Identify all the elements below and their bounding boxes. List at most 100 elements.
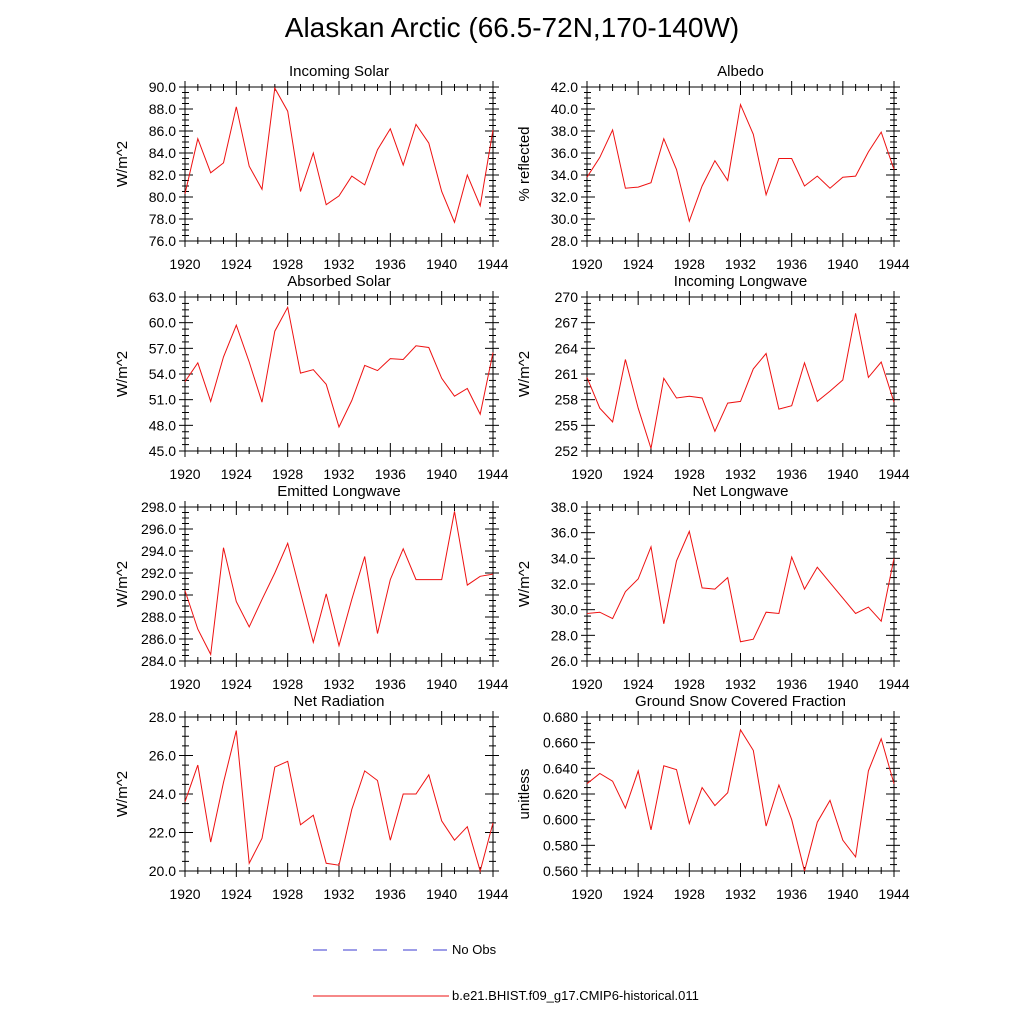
- y-tick-label: 258: [555, 392, 579, 408]
- y-tick-label: 267: [555, 315, 579, 331]
- y-tick-label: 42.0: [551, 79, 578, 95]
- y-tick-label: 288.0: [141, 609, 176, 625]
- x-tick-label: 1924: [623, 676, 654, 692]
- panel-8: 0.560 0.580 0.600 0.620 0.640 0.660 0.680 1920 1…: [516, 693, 910, 902]
- x-tick-label: 1936: [375, 256, 406, 272]
- x-tick-label: 1932: [725, 256, 756, 272]
- x-tick-label: 1928: [272, 256, 303, 272]
- y-tick-label: 24.0: [149, 786, 176, 802]
- x-tick-label: 1936: [375, 676, 406, 692]
- x-tick-label: 1932: [725, 676, 756, 692]
- legend-label-no-obs: No Obs: [452, 942, 497, 957]
- x-tick-label: 1928: [272, 886, 303, 902]
- panel-7: 20.0 22.0 24.0 26.0 28.0 1920 1924 1928 1932 1936…: [114, 693, 509, 902]
- y-tick-label: 30.0: [551, 602, 578, 618]
- y-tick-label: 63.0: [149, 289, 176, 305]
- plot-frame: [184, 86, 494, 242]
- panel-6: 26.0 28.0 30.0 32.0 34.0 36.0 38.0 1920 1924 1928…: [516, 483, 910, 692]
- y-tick-label: 20.0: [149, 863, 176, 879]
- x-tick-label: 1920: [571, 256, 602, 272]
- y-tick-label: 26.0: [149, 748, 176, 764]
- y-tick-label: 80.0: [149, 189, 176, 205]
- x-tick-label: 1920: [169, 256, 200, 272]
- panel-4: 252 255 258 261 264 267 270 1920 1924 1928 1932 193…: [516, 273, 910, 482]
- y-tick-label: 36.0: [551, 525, 578, 541]
- x-tick-label: 1924: [623, 886, 654, 902]
- x-tick-label: 1928: [272, 466, 303, 482]
- panel-title: Emitted Longwave: [277, 483, 400, 500]
- panel-3: 45.0 48.0 51.0 54.0 57.0 60.0 63.0 1920 1924 1928…: [114, 273, 509, 482]
- y-tick-label: 0.600: [543, 812, 578, 828]
- x-tick-label: 1936: [375, 466, 406, 482]
- x-tick-label: 1924: [221, 466, 252, 482]
- x-tick-label: 1920: [571, 676, 602, 692]
- x-tick-label: 1924: [623, 256, 654, 272]
- y-tick-label: 90.0: [149, 79, 176, 95]
- series-line: [184, 86, 494, 224]
- y-tick-label: 0.560: [543, 863, 578, 879]
- y-tick-label: 45.0: [149, 443, 176, 459]
- y-tick-label: 88.0: [149, 101, 176, 117]
- y-tick-label: 28.0: [149, 709, 176, 725]
- y-tick-label: 292.0: [141, 565, 176, 581]
- y-axis-label: W/m^2: [516, 351, 533, 397]
- plot-frame: [586, 716, 895, 872]
- x-tick-label: 1932: [725, 466, 756, 482]
- series-line: [586, 728, 895, 872]
- y-axis-label: W/m^2: [114, 561, 131, 607]
- y-tick-label: 36.0: [551, 145, 578, 161]
- x-tick-label: 1944: [878, 886, 909, 902]
- x-tick-label: 1944: [477, 466, 508, 482]
- x-tick-label: 1940: [426, 256, 457, 272]
- x-tick-label: 1940: [426, 676, 457, 692]
- y-tick-label: 48.0: [149, 417, 176, 433]
- x-tick-label: 1920: [571, 466, 602, 482]
- y-tick-label: 78.0: [149, 211, 176, 227]
- y-tick-label: 270: [555, 289, 579, 305]
- x-tick-label: 1940: [827, 466, 858, 482]
- y-tick-label: 0.660: [543, 735, 578, 751]
- x-tick-label: 1936: [776, 256, 807, 272]
- x-tick-label: 1944: [477, 886, 508, 902]
- y-tick-label: 284.0: [141, 653, 176, 669]
- x-tick-label: 1944: [878, 256, 909, 272]
- y-tick-label: 32.0: [551, 576, 578, 592]
- main-title: Alaskan Arctic (66.5-72N,170-140W): [284, 12, 740, 43]
- panel-title: Absorbed Solar: [287, 273, 390, 290]
- y-axis-label: W/m^2: [114, 771, 131, 817]
- y-tick-label: 22.0: [149, 825, 176, 841]
- y-tick-label: 60.0: [149, 315, 176, 331]
- y-tick-label: 86.0: [149, 123, 176, 139]
- x-tick-label: 1924: [623, 466, 654, 482]
- y-tick-label: 0.640: [543, 760, 578, 776]
- x-tick-label: 1920: [571, 886, 602, 902]
- x-tick-label: 1940: [827, 676, 858, 692]
- x-tick-label: 1920: [169, 466, 200, 482]
- y-tick-label: 261: [555, 366, 579, 382]
- y-tick-label: 40.0: [551, 101, 578, 117]
- x-tick-label: 1928: [674, 256, 705, 272]
- legend: [313, 949, 449, 997]
- y-tick-label: 286.0: [141, 631, 176, 647]
- y-tick-label: 26.0: [551, 653, 578, 669]
- x-tick-label: 1920: [169, 886, 200, 902]
- x-tick-label: 1940: [426, 466, 457, 482]
- x-tick-label: 1936: [776, 466, 807, 482]
- y-tick-label: 0.620: [543, 786, 578, 802]
- x-tick-label: 1932: [323, 676, 354, 692]
- y-tick-label: 38.0: [551, 123, 578, 139]
- y-tick-label: 84.0: [149, 145, 176, 161]
- y-axis-label: unitless: [516, 769, 533, 820]
- y-tick-label: 30.0: [551, 211, 578, 227]
- y-axis-label: W/m^2: [114, 351, 131, 397]
- y-axis-label: W/m^2: [114, 141, 131, 187]
- y-tick-label: 51.0: [149, 392, 176, 408]
- panel-title: Ground Snow Covered Fraction: [635, 693, 846, 710]
- x-tick-label: 1940: [827, 256, 858, 272]
- x-tick-label: 1932: [323, 886, 354, 902]
- panel-title: Net Radiation: [294, 693, 385, 710]
- x-tick-label: 1940: [426, 886, 457, 902]
- x-tick-label: 1924: [221, 256, 252, 272]
- x-tick-label: 1928: [272, 676, 303, 692]
- series-line: [184, 730, 494, 873]
